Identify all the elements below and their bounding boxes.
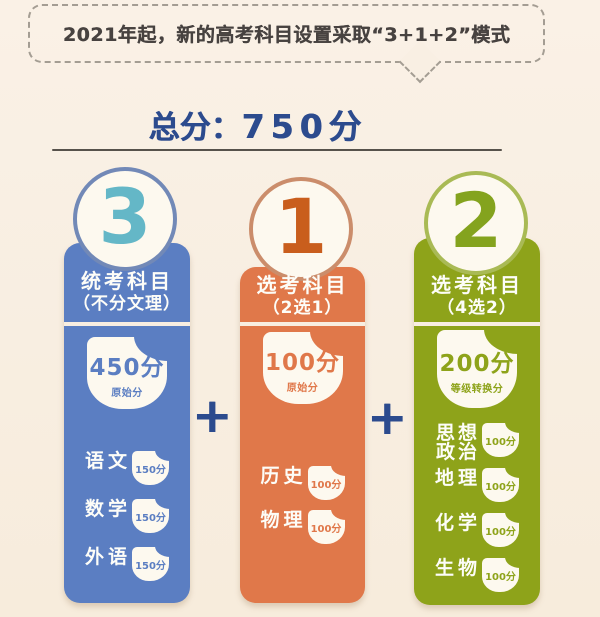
column-body: 450分 原始分 语文 150分 数学 150分 外语 150分 <box>64 326 190 589</box>
column-divider <box>414 322 540 326</box>
subject-score: 100分 <box>485 526 516 538</box>
subject-score: 100分 <box>485 436 516 448</box>
column-number: 3 <box>98 172 152 261</box>
subject-score-badge: 100分 <box>481 422 520 457</box>
subject-name: 外语 <box>84 546 131 568</box>
total-score: 总分：750分 <box>0 100 516 148</box>
subject-score: 100分 <box>310 479 342 491</box>
subject-score: 150分 <box>135 512 166 524</box>
score-value: 450分 <box>89 354 165 381</box>
score-value: 100分 <box>264 349 340 376</box>
plus-icon: + <box>191 388 233 444</box>
column-divider <box>240 322 365 326</box>
subject-score-badge: 100分 <box>307 509 346 544</box>
subject-name: 思想政治 <box>435 422 480 463</box>
column-card <box>64 243 190 603</box>
total-score-label: 总分： <box>148 110 242 146</box>
column-subtitle: （2选1） <box>262 298 343 318</box>
subject-row: 历史 100分 <box>260 464 346 508</box>
subject-row: 物理 100分 <box>260 508 346 552</box>
subject-score: 100分 <box>310 523 342 535</box>
subject-name: 物理 <box>260 509 307 531</box>
column-title: 选考科目 <box>256 273 349 297</box>
subject-score-badge: 100分 <box>482 467 520 502</box>
column-title: 选考科目 <box>431 273 523 297</box>
column-number-circle: 3 <box>73 167 177 271</box>
subject-name: 地理 <box>434 467 481 489</box>
subject-row: 化学 100分 <box>434 511 520 555</box>
subject-row: 数学 150分 <box>84 497 170 541</box>
column-header: 统考科目 （不分文理） <box>64 269 190 316</box>
score-blob: 450分 原始分 <box>87 336 168 409</box>
subject-name: 化学 <box>434 512 481 534</box>
subject-name: 语文 <box>84 450 131 472</box>
column-title: 统考科目 <box>81 269 173 293</box>
subject-score: 150分 <box>135 560 166 572</box>
column-divider <box>64 322 190 326</box>
column-number: 2 <box>449 176 503 265</box>
column-body: 100分 原始分 历史 100分 物理 100分 <box>240 326 365 552</box>
column-subtitle: （不分文理） <box>73 294 181 314</box>
subject-list: 历史 100分 物理 100分 <box>260 464 346 552</box>
total-score-value: 750分 <box>241 107 368 146</box>
score-type: 等级转换分 <box>450 383 504 395</box>
subject-score: 100分 <box>485 571 516 583</box>
banner-text: 2021年起，新的高考科目设置采取“3+1+2”模式 <box>62 24 511 46</box>
subject-list: 语文 150分 数学 150分 外语 150分 <box>84 449 170 589</box>
subject-list: 思想政治 100分 地理 100分 化学 100分 生物 100分 <box>434 421 520 600</box>
column-number-circle: 2 <box>424 171 528 275</box>
score-value: 200分 <box>439 350 515 377</box>
plus-icon: + <box>366 390 408 446</box>
score-type: 原始分 <box>111 387 143 399</box>
score-blob: 200分 等级转换分 <box>437 329 518 408</box>
divider-line <box>52 149 502 151</box>
column-number: 1 <box>274 182 328 271</box>
subject-row: 语文 150分 <box>84 449 170 493</box>
subject-score: 150分 <box>135 464 166 476</box>
column-number-circle: 1 <box>249 177 353 281</box>
subject-score-badge: 100分 <box>482 557 520 592</box>
column-body: 200分 等级转换分 思想政治 100分 地理 100分 化学 100分 生物 <box>414 326 540 600</box>
score-type: 原始分 <box>286 382 319 394</box>
column-subtitle: （4选2） <box>437 298 517 318</box>
subject-score-badge: 100分 <box>307 465 346 500</box>
subject-score-badge: 150分 <box>132 546 170 581</box>
subject-row: 生物 100分 <box>434 556 520 600</box>
column-header: 选考科目 （4选2） <box>414 273 540 320</box>
subject-score: 100分 <box>485 481 516 493</box>
subject-name: 历史 <box>260 465 307 487</box>
banner-bubble: 2021年起，新的高考科目设置采取“3+1+2”模式 <box>28 4 545 63</box>
subject-name: 数学 <box>84 498 131 520</box>
subject-score-badge: 150分 <box>132 498 170 533</box>
column-header: 选考科目 （2选1） <box>240 273 365 320</box>
score-blob: 100分 原始分 <box>262 331 344 404</box>
subject-score-badge: 150分 <box>132 450 170 485</box>
subject-name: 生物 <box>434 557 481 579</box>
column-card <box>414 238 540 605</box>
subject-row: 地理 100分 <box>434 466 520 510</box>
subject-row: 思想政治 100分 <box>435 421 520 465</box>
subject-row: 外语 150分 <box>84 545 170 589</box>
subject-score-badge: 100分 <box>482 512 520 547</box>
